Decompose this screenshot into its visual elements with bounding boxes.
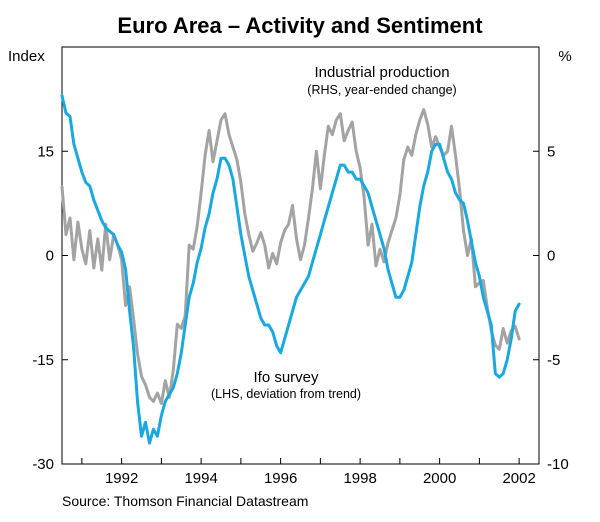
right-tick-label: -10 [547, 456, 569, 473]
right-tick-label: 5 [547, 143, 555, 160]
right-tick-label: 0 [547, 248, 555, 265]
chart-title: Euro Area – Activity and Sentiment [117, 13, 483, 38]
source-note: Source: Thomson Financial Datastream [62, 493, 308, 509]
left-tick-label: 15 [37, 143, 54, 160]
x-tick-label: 1996 [264, 470, 297, 487]
x-tick-label: 2002 [502, 470, 535, 487]
x-tick-label: 1994 [184, 470, 217, 487]
industrial-production-annotation-sub: (RHS, year-ended change) [307, 83, 456, 97]
x-tick-label: 1992 [105, 470, 138, 487]
ifo-survey-annotation-sub: (LHS, deviation from trend) [211, 387, 361, 401]
series-line-industrial-production [60, 108, 521, 405]
left-tick-label: -15 [32, 352, 54, 369]
right-axis-ticks: 5 0 -5 -10 [533, 143, 569, 473]
series-layer [60, 94, 521, 445]
industrial-production-annotation: Industrial production [314, 64, 449, 81]
left-axis-label: Index [8, 48, 45, 65]
ifo-survey-annotation: Ifo survey [253, 369, 319, 386]
right-axis-label: % [558, 48, 571, 65]
left-tick-label: 0 [46, 248, 54, 265]
x-tick-label: 1998 [343, 470, 376, 487]
right-tick-label: -5 [547, 352, 560, 369]
left-tick-label: -30 [32, 456, 54, 473]
x-axis-ticks: 1992 1994 1996 1998 2000 2002 [81, 458, 536, 487]
x-tick-label: 2000 [423, 470, 456, 487]
series-line-ifo-survey [60, 94, 521, 445]
left-axis-ticks: 15 0 -15 -30 [32, 143, 68, 473]
